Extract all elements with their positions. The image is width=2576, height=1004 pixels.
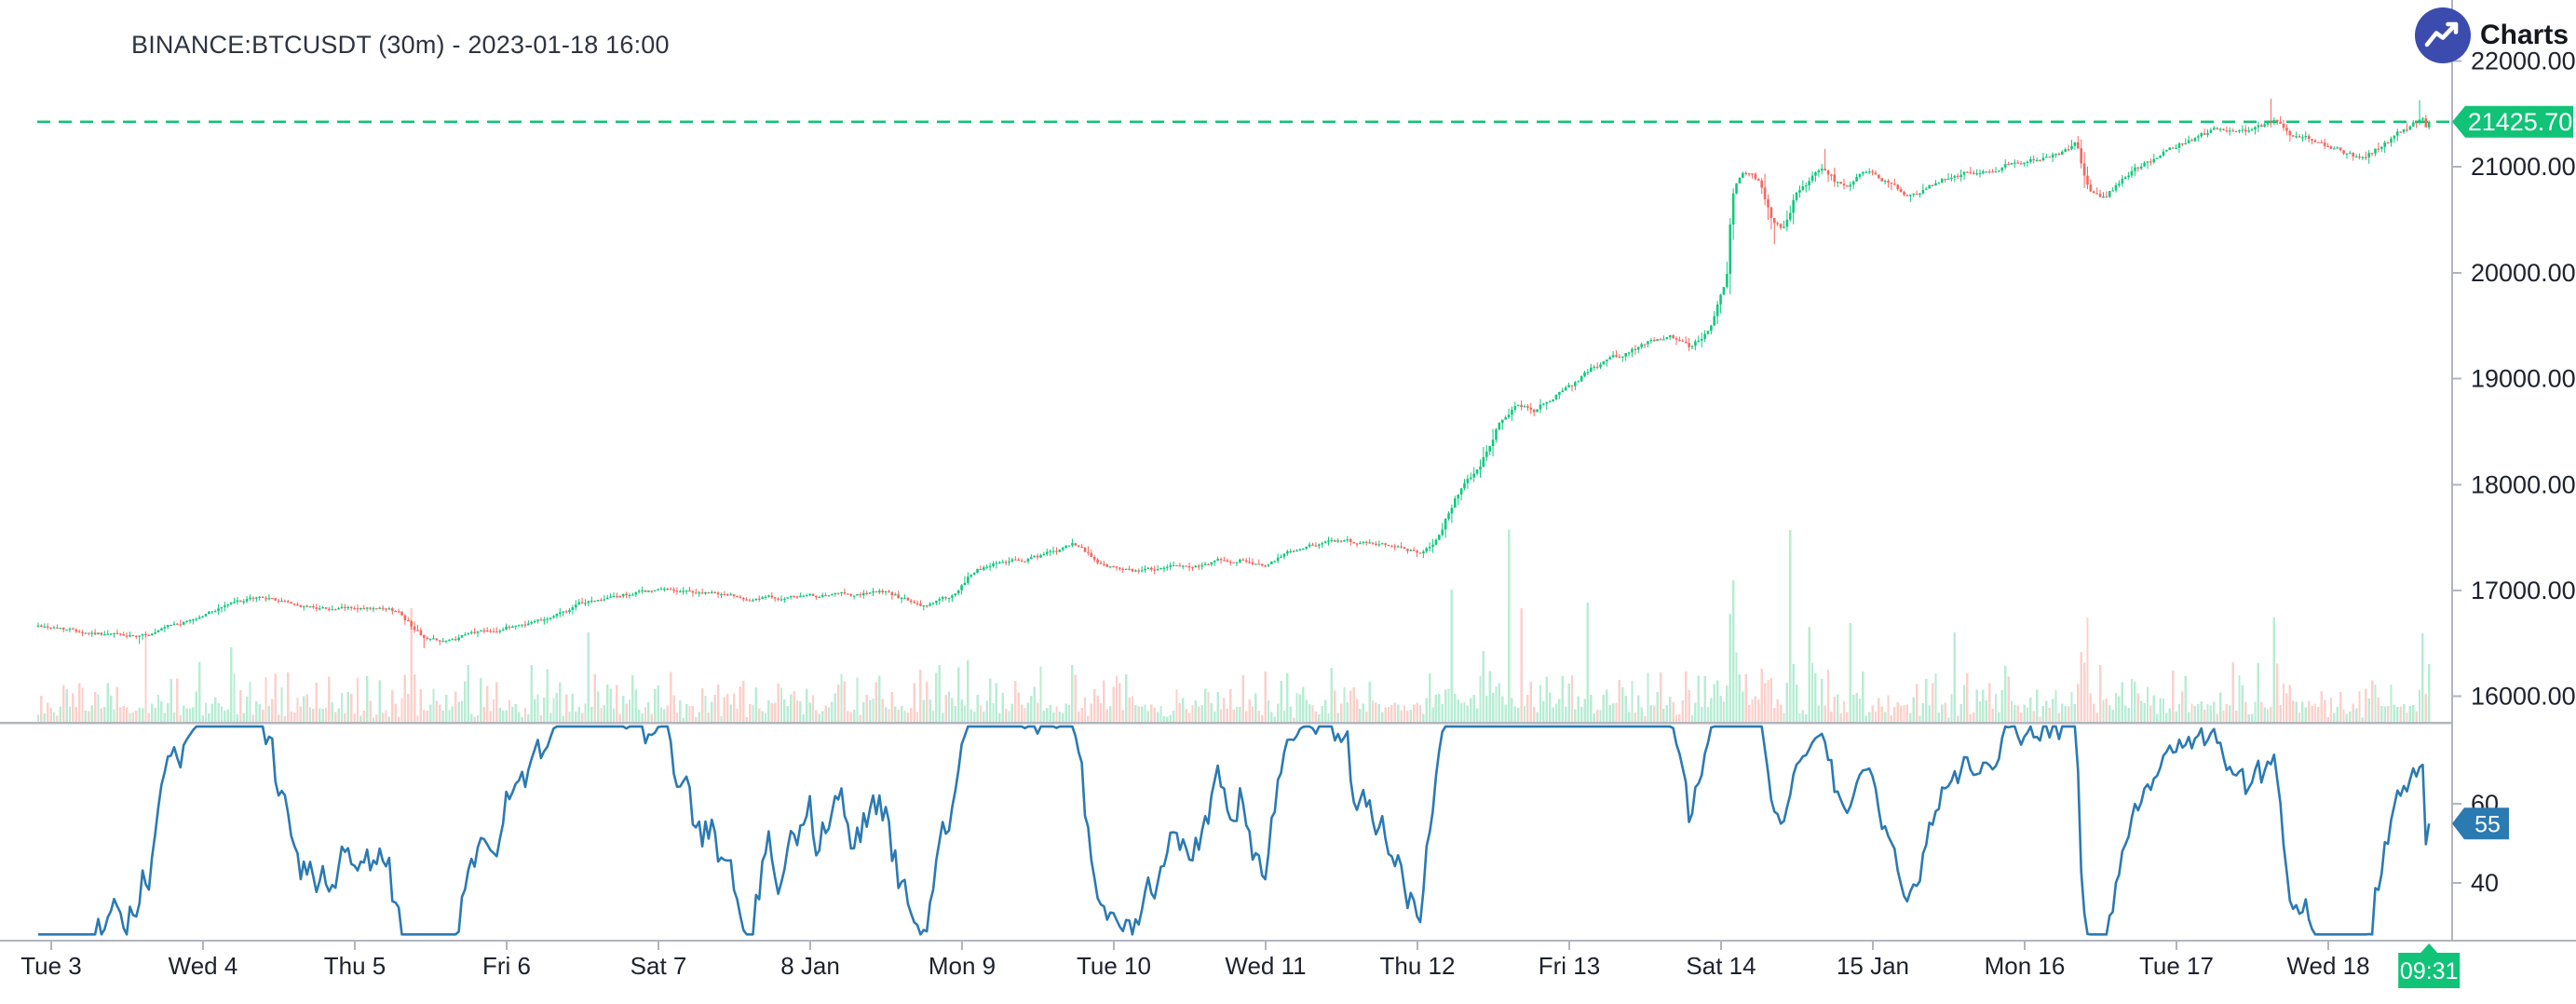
provider-watermark[interactable]: Charts p [2414,7,2576,64]
svg-text:18000.00: 18000.00 [2471,470,2576,498]
rsi-badge-value: 55 [2474,811,2501,837]
arrowhead-icon [2446,21,2459,34]
provider-logo-icon[interactable] [2414,7,2472,64]
svg-text:Tue 10: Tue 10 [1077,952,1151,980]
time-axis-labels[interactable]: Tue 3 Wed 4 Thu 5 Fri 6 Sat 7 8 Jan Mon 9 Tue 1… [20,952,2369,980]
svg-text:22000.00: 22000.00 [2471,47,2576,75]
svg-text:16000.00: 16000.00 [2471,683,2576,711]
svg-text:Fri 13: Fri 13 [1539,952,1600,980]
trending-up-icon [2424,21,2459,47]
svg-text:Wed 18: Wed 18 [2286,952,2369,980]
last-price-badge: 21425.70 [2452,105,2573,138]
svg-text:Thu 5: Thu 5 [324,952,386,980]
rsi-value-badge: 55 [2452,807,2509,840]
bar-countdown-badge: 09:31 [2398,943,2461,988]
svg-text:17000.00: 17000.00 [2471,577,2576,604]
svg-text:Tue 3: Tue 3 [20,952,82,980]
volume-bars [36,530,2431,722]
svg-text:Sat 14: Sat 14 [1686,952,1756,980]
axes [0,0,2576,950]
svg-text:Mon 9: Mon 9 [929,952,996,980]
svg-text:21000.00: 21000.00 [2471,153,2576,181]
svg-text:40: 40 [2471,869,2499,897]
provider-watermark-text: Charts p [2480,20,2576,50]
svg-text:15 Jan: 15 Jan [1837,952,1909,980]
svg-text:8 Jan: 8 Jan [780,952,840,980]
svg-text:20000.00: 20000.00 [2471,259,2576,287]
price-axis-labels[interactable]: 22000.00 21000.00 20000.00 19000.00 18000.00… [2471,47,2576,711]
svg-text:Sat 7: Sat 7 [630,952,687,980]
svg-text:Wed 4: Wed 4 [169,952,238,980]
svg-text:Tue 17: Tue 17 [2139,952,2214,980]
svg-text:Wed 11: Wed 11 [1225,952,1306,980]
symbol-title: BINANCE:BTCUSDT (30m) - 2023-01-18 16:00 [131,31,670,59]
last-price-badge-value: 21425.70 [2468,108,2573,136]
svg-text:Fri 6: Fri 6 [482,952,531,980]
rsi-line [38,725,2431,936]
svg-text:Mon 16: Mon 16 [1985,952,2066,980]
candlesticks [36,98,2431,648]
svg-text:19000.00: 19000.00 [2471,365,2576,393]
svg-text:Thu 12: Thu 12 [1380,952,1456,980]
countdown-badge-value: 09:31 [2400,958,2459,984]
